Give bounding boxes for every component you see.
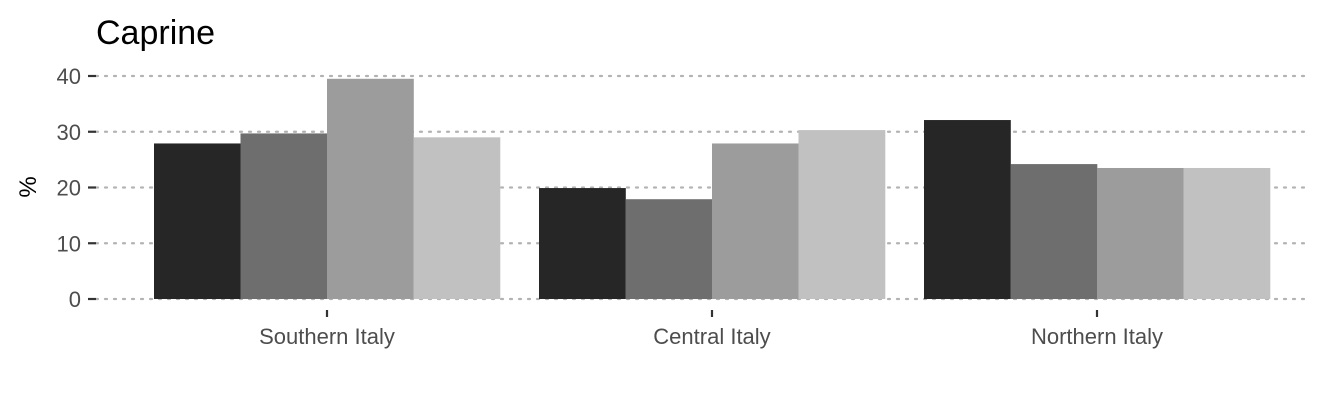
- bar-southern-italy-3: [327, 78, 414, 299]
- chart-title: Caprine: [96, 14, 215, 52]
- bar-central-italy-3: [712, 143, 799, 299]
- bar-southern-italy-1: [154, 143, 241, 299]
- x-tick-label: Southern Italy: [259, 324, 395, 349]
- bars-layer: [154, 78, 1271, 299]
- bar-northern-italy-2: [1010, 164, 1098, 299]
- bar-northern-italy-3: [1097, 167, 1184, 299]
- bar-southern-italy-2: [240, 133, 328, 299]
- y-tick-label: 40: [57, 64, 81, 89]
- bar-central-italy-1: [539, 188, 626, 299]
- bar-southern-italy-4: [413, 137, 501, 299]
- x-tick-label: Northern Italy: [1031, 324, 1163, 349]
- y-tick-label: 0: [69, 287, 81, 312]
- x-tick-label: Central Italy: [653, 324, 770, 349]
- bar-northern-italy-1: [924, 120, 1011, 299]
- bar-northern-italy-4: [1183, 167, 1271, 299]
- axis-layer: 0 10 20 30 40 Southern Italy Central Italy Nort…: [57, 64, 1164, 349]
- y-tick-label: 30: [57, 120, 81, 145]
- y-axis-label: %: [15, 176, 42, 197]
- bar-central-italy-2: [625, 199, 713, 299]
- y-tick-label: 10: [57, 231, 81, 256]
- y-tick-label: 20: [57, 176, 81, 201]
- bar-central-italy-4: [798, 130, 886, 299]
